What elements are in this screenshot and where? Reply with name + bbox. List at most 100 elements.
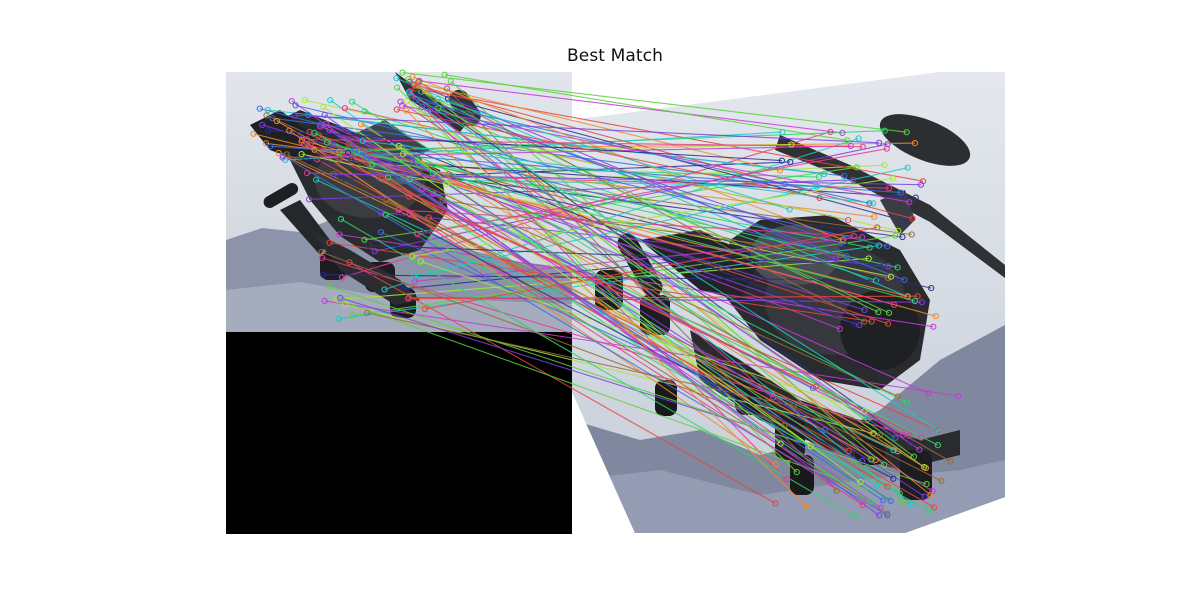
keypoint-marker	[393, 106, 400, 113]
keypoint-marker	[916, 446, 923, 453]
keypoint-marker	[891, 301, 898, 308]
keypoint-marker	[885, 263, 892, 270]
match-line	[417, 148, 887, 235]
keypoint-marker	[870, 430, 877, 437]
keypoint-marker	[918, 434, 925, 441]
keypoint-marker	[439, 197, 446, 204]
keypoint-marker	[890, 475, 897, 482]
keypoint-marker	[264, 106, 271, 114]
match-line	[414, 167, 908, 277]
keypoint-marker	[349, 312, 356, 319]
keypoint-marker	[417, 258, 424, 265]
keypoint-marker	[859, 234, 866, 241]
match-line	[405, 110, 808, 508]
keypoint-marker	[381, 286, 388, 293]
keypoint-marker	[903, 399, 910, 406]
keypoint-marker	[876, 512, 883, 519]
keypoint-marker	[934, 442, 942, 449]
keypoint-marker	[383, 197, 390, 204]
keypoint-marker	[395, 206, 402, 213]
keypoint-marker	[895, 227, 902, 234]
keypoint-marker	[338, 274, 346, 281]
match-line	[307, 138, 863, 148]
keypoint-marker	[847, 142, 854, 149]
match-line	[276, 120, 876, 461]
keypoint-marker	[777, 440, 784, 447]
keypoint-marker	[932, 313, 939, 320]
keypoint-marker	[903, 129, 910, 136]
keypoint-marker	[866, 498, 874, 505]
match-line	[349, 261, 776, 504]
keypoint-marker	[400, 151, 407, 158]
keypoint-marker	[813, 183, 820, 190]
keypoint-marker	[896, 490, 903, 497]
keypoint-marker	[423, 227, 430, 234]
keypoint-marker	[833, 487, 840, 494]
match-line	[418, 91, 911, 444]
keypoint-marker	[859, 501, 866, 509]
keypoint-marker	[321, 297, 328, 304]
keypoint-marker	[283, 151, 290, 158]
keypoint-marker	[431, 105, 438, 112]
keypoint-marker	[843, 253, 850, 260]
keypoint-marker	[416, 77, 423, 85]
keypoint-marker	[875, 242, 883, 249]
keypoint-marker	[429, 170, 436, 177]
keypoint-marker	[405, 89, 412, 96]
keypoint-marker	[837, 251, 844, 259]
keypoint-marker	[414, 231, 421, 238]
keypoint-marker	[336, 231, 343, 238]
keypoint-marker	[320, 271, 327, 278]
keypoint-marker	[925, 390, 932, 397]
match-line	[350, 159, 916, 199]
keypoint-marker	[406, 294, 413, 301]
keypoint-marker	[906, 199, 913, 206]
match-line	[294, 114, 880, 144]
keypoint-marker	[418, 103, 426, 110]
keypoint-marker	[441, 71, 448, 78]
keypoint-marker	[864, 416, 871, 423]
keypoint-marker	[839, 129, 846, 136]
keypoint-marker	[871, 213, 878, 220]
match-line	[419, 80, 843, 134]
keypoint-marker	[841, 241, 849, 248]
keypoint-marker	[914, 293, 921, 300]
keypoint-marker	[414, 106, 421, 113]
keypoint-marker	[816, 194, 823, 201]
keypoint-marker	[342, 301, 349, 308]
keypoint-marker	[288, 98, 295, 105]
keypoint-marker	[772, 500, 779, 507]
keypoint-marker	[832, 255, 839, 262]
keypoint-marker	[400, 285, 407, 292]
keypoint-marker	[357, 121, 365, 128]
keypoint-marker	[876, 139, 883, 146]
match-line	[291, 100, 882, 509]
keypoint-marker	[298, 139, 305, 146]
keypoint-marker	[897, 189, 904, 196]
keypoint-marker	[404, 98, 411, 105]
keypoint-marker	[322, 120, 330, 127]
keypoint-marker	[265, 127, 272, 134]
match-line	[329, 286, 927, 485]
keypoint-marker	[781, 422, 788, 429]
keypoint-marker	[443, 85, 451, 92]
keypoint-marker	[364, 155, 371, 163]
keypoint-marker	[872, 456, 879, 463]
keypoint-marker	[841, 172, 848, 179]
keypoint-marker	[336, 155, 343, 162]
keypoint-marker	[924, 506, 932, 514]
keypoint-marker	[947, 458, 954, 465]
keypoint-marker	[911, 140, 919, 147]
keypoint-marker	[881, 461, 888, 468]
keypoint-marker	[821, 426, 828, 434]
keypoint-marker	[828, 480, 835, 487]
match-line	[362, 140, 874, 204]
keypoint-marker	[341, 105, 348, 112]
keypoint-marker	[330, 170, 337, 178]
keypoint-marker	[406, 176, 413, 183]
keypoint-marker	[938, 477, 945, 484]
keypoint-marker	[851, 320, 859, 327]
keypoint-marker	[930, 323, 937, 330]
keypoint-marker	[783, 476, 790, 483]
keypoint-marker	[273, 117, 280, 125]
